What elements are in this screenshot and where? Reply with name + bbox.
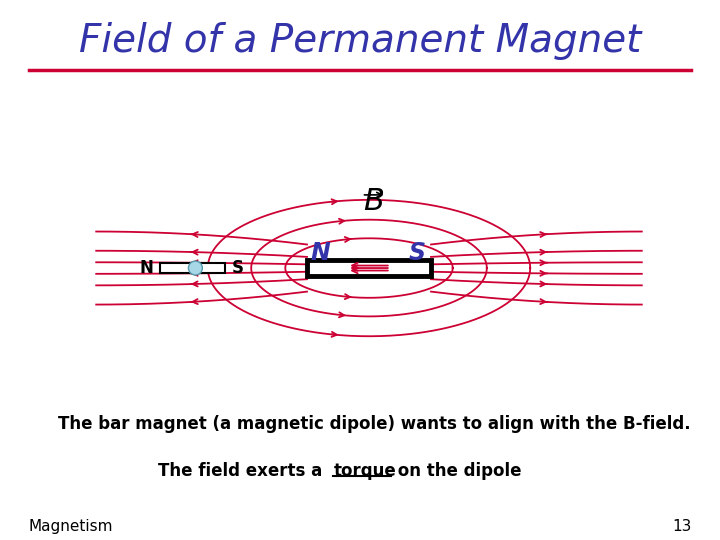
Text: Field of a Permanent Magnet: Field of a Permanent Magnet (78, 22, 642, 59)
Circle shape (189, 261, 202, 275)
Bar (160, 264, 225, 273)
Text: S: S (232, 259, 244, 277)
Bar (307, 260, 431, 276)
Text: 13: 13 (672, 519, 691, 534)
Text: on the dipole: on the dipole (392, 462, 522, 480)
Text: $\mathbf{\it{B}}$: $\mathbf{\it{B}}$ (364, 187, 384, 215)
Text: torque: torque (333, 462, 396, 480)
Text: Magnetism: Magnetism (29, 519, 113, 534)
Text: S: S (409, 240, 426, 265)
Text: N: N (140, 259, 153, 277)
Text: N: N (311, 240, 330, 265)
Text: The bar magnet (a magnetic dipole) wants to align with the B-field.: The bar magnet (a magnetic dipole) wants… (58, 415, 690, 433)
Text: The field exerts a: The field exerts a (158, 462, 328, 480)
